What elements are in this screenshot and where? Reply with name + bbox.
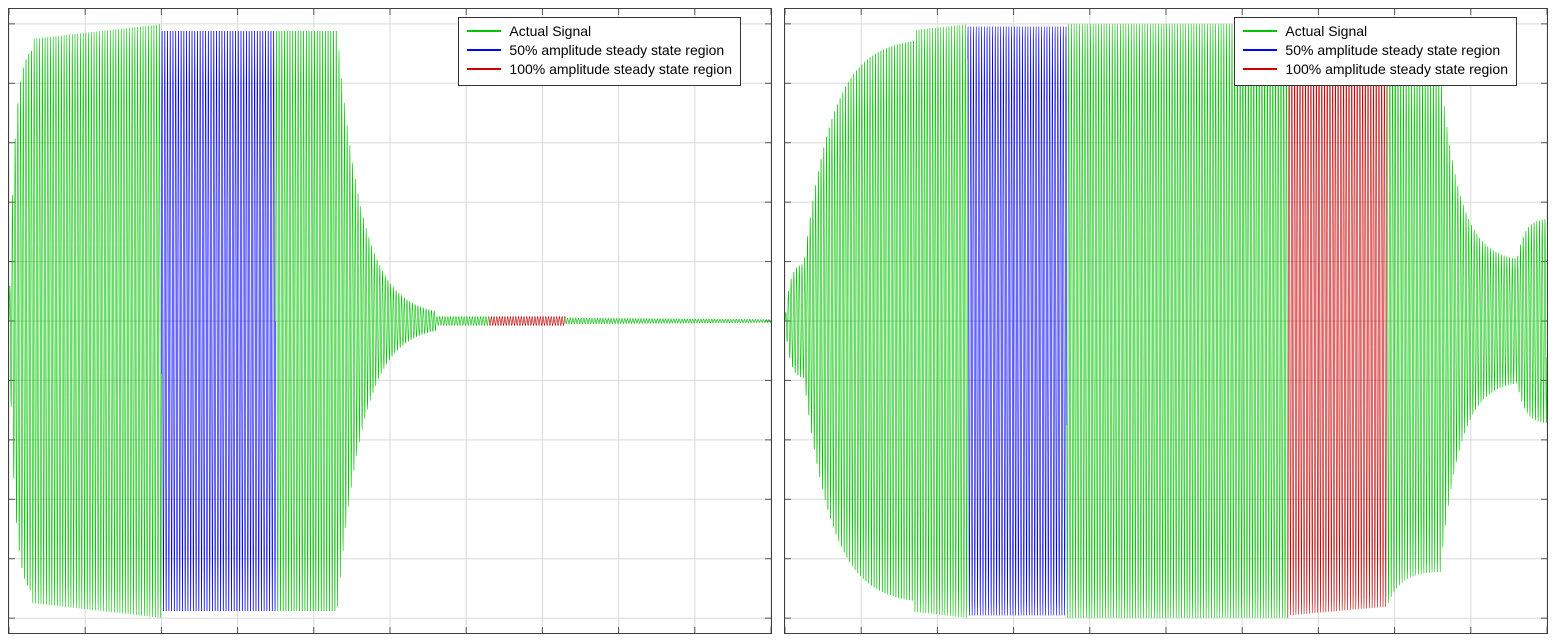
legend-left: Actual Signal50% amplitude steady state … <box>458 17 741 86</box>
legend-right: Actual Signal50% amplitude steady state … <box>1234 17 1517 86</box>
chart-svg-right <box>785 9 1547 633</box>
chart-wrap: Actual Signal50% amplitude steady state … <box>0 0 1556 642</box>
legend-item: 100% amplitude steady state region <box>1243 60 1508 79</box>
legend-item: 100% amplitude steady state region <box>467 60 732 79</box>
legend-label: Actual Signal <box>509 22 591 41</box>
legend-swatch <box>1243 49 1277 51</box>
legend-item: Actual Signal <box>1243 22 1508 41</box>
chart-panel-left: Actual Signal50% amplitude steady state … <box>8 8 772 634</box>
legend-item: Actual Signal <box>467 22 732 41</box>
legend-label: 50% amplitude steady state region <box>509 41 724 60</box>
legend-swatch <box>467 30 501 32</box>
legend-label: 100% amplitude steady state region <box>509 60 732 79</box>
legend-swatch <box>467 68 501 70</box>
legend-label: 100% amplitude steady state region <box>1285 60 1508 79</box>
legend-label: Actual Signal <box>1285 22 1367 41</box>
legend-label: 50% amplitude steady state region <box>1285 41 1500 60</box>
legend-item: 50% amplitude steady state region <box>467 41 732 60</box>
legend-swatch <box>467 49 501 51</box>
legend-swatch <box>1243 68 1277 70</box>
chart-panel-right: Actual Signal50% amplitude steady state … <box>784 8 1548 634</box>
legend-item: 50% amplitude steady state region <box>1243 41 1508 60</box>
legend-swatch <box>1243 30 1277 32</box>
chart-svg-left <box>9 9 771 633</box>
